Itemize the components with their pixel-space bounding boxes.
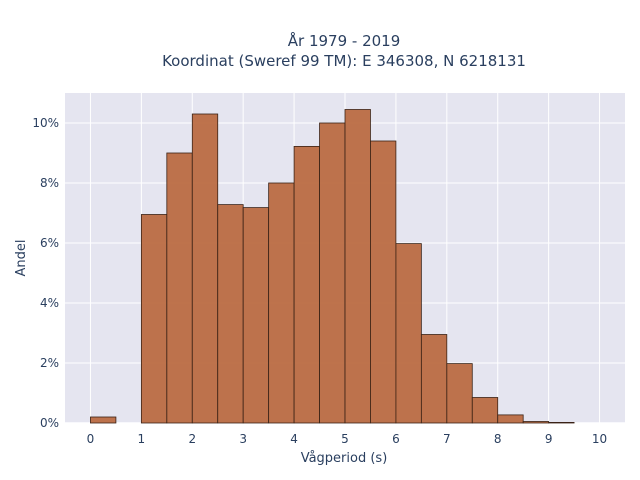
y-tick-label: 10% xyxy=(32,116,59,130)
histogram-bar xyxy=(548,421,575,424)
histogram-bar xyxy=(370,140,397,424)
x-tick-label: 8 xyxy=(494,432,502,446)
y-tick-label: 0% xyxy=(40,416,59,430)
x-axis-title: Vågperiod (s) xyxy=(301,451,388,466)
histogram-bar xyxy=(166,152,193,424)
x-tick-label: 6 xyxy=(392,432,400,446)
x-tick-label: 1 xyxy=(138,432,146,446)
histogram-bar xyxy=(471,397,499,424)
y-tick-label: 6% xyxy=(40,236,59,250)
histogram-bar xyxy=(319,122,346,424)
histogram-bar xyxy=(522,421,550,424)
histogram-bar xyxy=(344,109,371,424)
y-axis-title: Andel xyxy=(14,240,29,277)
histogram-bar xyxy=(497,414,524,424)
histogram-bar xyxy=(140,214,168,424)
chart-title-line2: Koordinat (Sweref 99 TM): E 346308, N 62… xyxy=(162,52,526,70)
x-tick-label: 3 xyxy=(239,432,247,446)
y-tick-label: 4% xyxy=(40,296,59,310)
histogram-bar xyxy=(395,243,422,424)
x-tick-label: 2 xyxy=(188,432,196,446)
x-axis-ticks: 0 1 2 3 4 5 6 7 8 9 10 xyxy=(87,432,608,446)
histogram-bar xyxy=(217,204,244,424)
x-tick-label: 5 xyxy=(341,432,349,446)
histogram-bar xyxy=(268,182,295,424)
histogram-bar xyxy=(293,145,320,424)
y-tick-label: 2% xyxy=(40,356,59,370)
histogram-bar xyxy=(191,113,219,424)
histogram-bar xyxy=(420,334,448,424)
x-tick-label: 4 xyxy=(290,432,298,446)
chart-title-line1: År 1979 - 2019 xyxy=(288,31,401,50)
x-tick-label: 9 xyxy=(545,432,553,446)
x-tick-label: 0 xyxy=(87,432,95,446)
y-tick-label: 8% xyxy=(40,176,59,190)
histogram-bar xyxy=(242,207,270,424)
histogram-bar xyxy=(90,416,117,424)
x-tick-label: 10 xyxy=(592,432,607,446)
y-axis-ticks: 0% 2% 4% 6% 8% 10% xyxy=(32,116,59,430)
bars xyxy=(90,109,575,424)
histogram-bar xyxy=(446,363,473,424)
x-tick-label: 7 xyxy=(443,432,451,446)
